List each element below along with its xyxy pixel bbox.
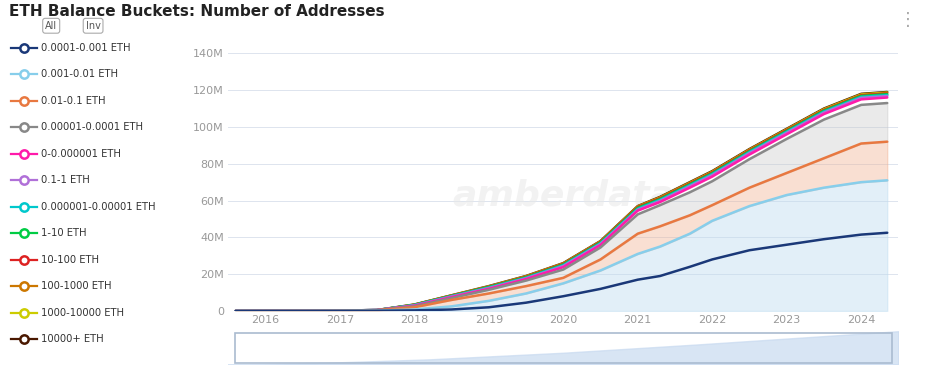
Text: 100-1000 ETH: 100-1000 ETH (41, 281, 112, 291)
Text: 0.01-0.1 ETH: 0.01-0.1 ETH (41, 96, 105, 106)
Text: 0.1-1 ETH: 0.1-1 ETH (41, 175, 89, 185)
Text: All: All (45, 21, 58, 31)
Text: 1000-10000 ETH: 1000-10000 ETH (41, 308, 124, 318)
Text: 10000+ ETH: 10000+ ETH (41, 334, 103, 344)
Text: ⋮: ⋮ (899, 11, 917, 29)
Text: 0.0001-0.001 ETH: 0.0001-0.001 ETH (41, 43, 130, 53)
Text: 0.000001-0.00001 ETH: 0.000001-0.00001 ETH (41, 202, 155, 212)
Text: 0.001-0.01 ETH: 0.001-0.01 ETH (41, 69, 118, 79)
Text: Inv: Inv (86, 21, 101, 31)
Text: amberdata: amberdata (452, 178, 674, 212)
Text: ETH Balance Buckets: Number of Addresses: ETH Balance Buckets: Number of Addresses (9, 4, 385, 19)
Text: 10-100 ETH: 10-100 ETH (41, 255, 99, 265)
Text: 0-0.000001 ETH: 0-0.000001 ETH (41, 149, 121, 159)
Text: 0.00001-0.0001 ETH: 0.00001-0.0001 ETH (41, 122, 143, 132)
Text: 1-10 ETH: 1-10 ETH (41, 228, 87, 238)
